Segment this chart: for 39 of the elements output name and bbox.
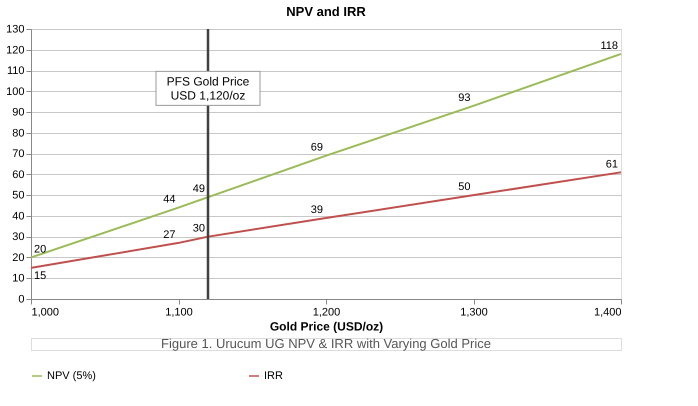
- data-label: 93: [458, 92, 470, 104]
- ref-line-label: PFS Gold Price USD 1,120/oz: [166, 74, 250, 102]
- x-tick-label: 1,300: [460, 306, 488, 318]
- y-tick-label: 40: [12, 210, 24, 222]
- data-label: 30: [192, 222, 205, 235]
- x-tick-label: 1,000: [32, 306, 60, 318]
- y-tick-label: 100: [6, 86, 24, 98]
- y-tick-label: 60: [12, 168, 24, 181]
- caption: Figure 1. Urucum UG NPV & IRR with Varying Gold Price: [161, 336, 491, 351]
- line-series: [30, 171, 622, 269]
- data-label: 20: [34, 243, 46, 256]
- x-tick-label: 1,100: [165, 306, 193, 318]
- data-label: 69: [310, 142, 323, 154]
- data-label: 49: [192, 183, 205, 196]
- y-tick-label: 30: [12, 231, 24, 244]
- x-tick-label: 1,200: [312, 306, 340, 318]
- data-label: 27: [163, 228, 176, 241]
- data-label: 61: [606, 158, 618, 170]
- y-tick-label: 90: [12, 106, 24, 119]
- y-tick-label: 120: [6, 44, 24, 56]
- y-tick-label: 80: [12, 127, 24, 140]
- legend-label: IRR: [264, 370, 283, 382]
- y-tick-label: 70: [12, 148, 24, 160]
- line-series: [30, 52, 622, 258]
- x-axis-title: Gold Price (USD/oz): [270, 320, 384, 334]
- x-tick-label: 1,400: [594, 306, 622, 318]
- legend-label: NPV (5%): [47, 370, 96, 382]
- data-label: 50: [458, 181, 470, 194]
- data-label: 15: [34, 270, 46, 282]
- chart-title: NPV and IRR: [286, 4, 366, 19]
- data-label: 44: [163, 194, 176, 206]
- data-label: 118: [600, 40, 618, 52]
- y-tick-label: 130: [6, 24, 24, 36]
- y-tick-label: 20: [12, 252, 24, 264]
- y-tick-label: 10: [12, 272, 24, 285]
- y-tick-label: 0: [18, 294, 24, 306]
- y-tick-label: 50: [12, 190, 24, 202]
- data-label: 39: [310, 204, 323, 216]
- y-tick-label: 110: [6, 65, 24, 78]
